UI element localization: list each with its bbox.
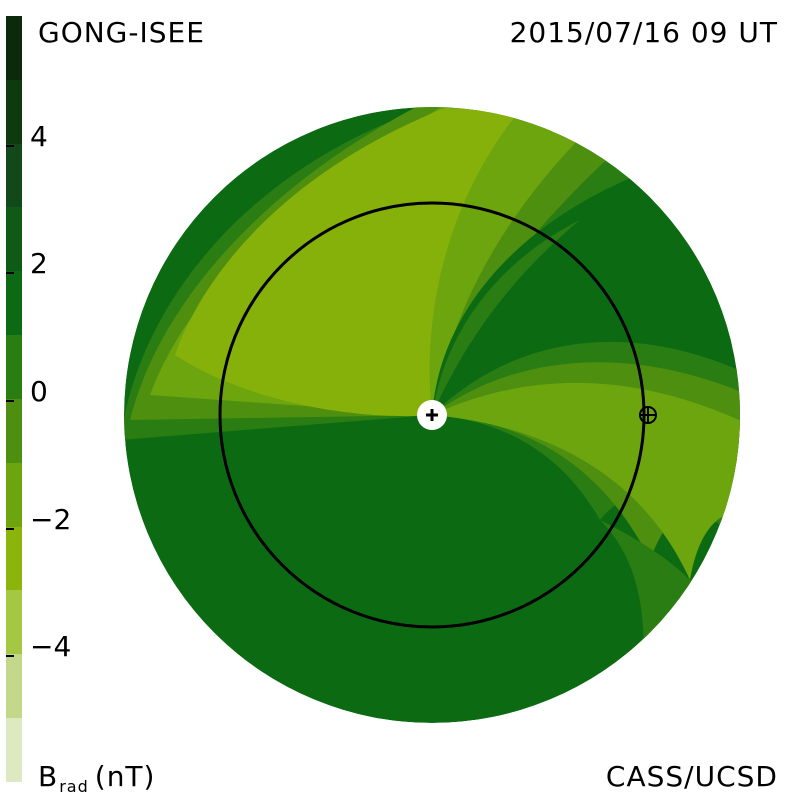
quantity-subscript: rad bbox=[59, 777, 89, 796]
colorbar-segment bbox=[6, 207, 22, 272]
colorbar-segment bbox=[6, 590, 22, 655]
positive-polarity-region bbox=[175, 108, 520, 417]
colorbar-tick bbox=[6, 272, 14, 274]
sun-center-marker bbox=[417, 400, 447, 430]
colorbar-tick bbox=[6, 145, 14, 147]
colorbar-tick bbox=[6, 655, 14, 657]
colorbar-segment bbox=[6, 143, 22, 208]
colorbar-segment bbox=[6, 462, 22, 527]
colorbar-tick bbox=[6, 528, 14, 530]
colorbar-segment bbox=[6, 398, 22, 463]
negative-polarity-sector bbox=[432, 170, 740, 415]
earth-marker bbox=[639, 406, 657, 424]
colorbar-tick-label: −2 bbox=[30, 503, 72, 536]
colorbar-segment bbox=[6, 79, 22, 144]
colorbar-tick bbox=[6, 400, 14, 402]
colorbar-segment bbox=[6, 526, 22, 591]
source-label: GONG-ISEE bbox=[38, 16, 205, 49]
timestamp-label: 2015/07/16 09 UT bbox=[509, 16, 778, 49]
positive-polarity-arm bbox=[432, 382, 740, 580]
colorbar-segment bbox=[6, 16, 22, 80]
quantity-unit: (nT) bbox=[94, 760, 156, 793]
colorbar-segment bbox=[6, 718, 22, 782]
colorbar-tick-label: 0 bbox=[30, 375, 48, 408]
colorbar-segment bbox=[6, 335, 22, 399]
quantity-label: Brad (nT) bbox=[38, 760, 155, 796]
quantity-main: B bbox=[38, 760, 59, 793]
credit-label: CASS/UCSD bbox=[605, 760, 778, 793]
colorbar-tick-label: 4 bbox=[30, 120, 48, 153]
colorbar-segment bbox=[6, 654, 22, 719]
colorbar-tick-label: −4 bbox=[30, 630, 72, 663]
colorbar bbox=[6, 16, 22, 782]
colorbar-tick-label: 2 bbox=[30, 247, 48, 280]
colorbar-segment bbox=[6, 271, 22, 336]
